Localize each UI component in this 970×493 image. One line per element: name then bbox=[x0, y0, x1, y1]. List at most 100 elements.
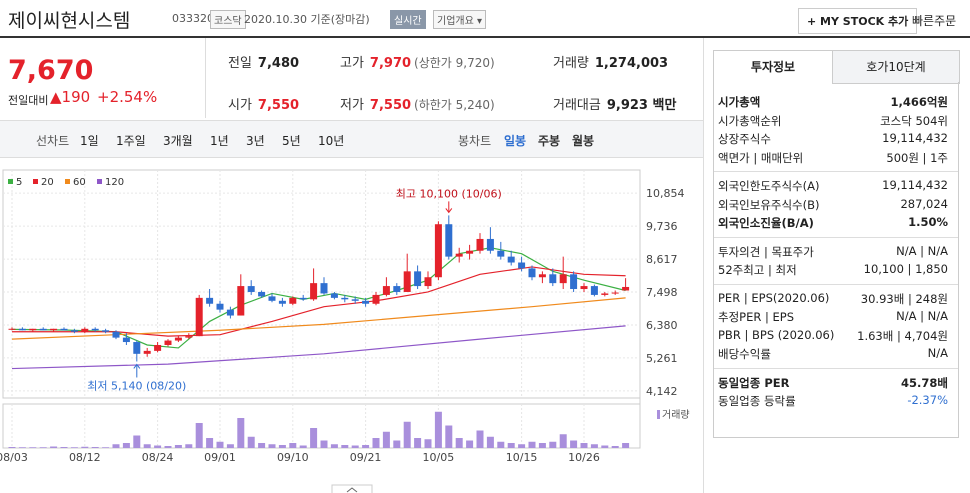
info-row: 동일업종 등락률 -2.37% bbox=[718, 393, 948, 410]
candle-body bbox=[424, 277, 432, 287]
quote-value: 7,550 bbox=[257, 98, 300, 113]
volume-bar bbox=[289, 443, 297, 448]
candle-period-button[interactable]: 일봉 bbox=[504, 134, 527, 148]
quote-label: 저가 bbox=[340, 98, 364, 113]
volume-bar bbox=[570, 440, 578, 448]
candle-chart-label: 봉차트 bbox=[458, 134, 492, 148]
volume-bar bbox=[18, 447, 26, 448]
candle-body bbox=[362, 300, 370, 304]
volume-bar bbox=[174, 445, 182, 448]
info-value: 287,024 bbox=[900, 196, 948, 211]
annotation: 최저 5,140 (08/20) bbox=[87, 379, 186, 392]
period-button[interactable]: 3년 bbox=[246, 134, 265, 148]
volume-bar bbox=[372, 438, 380, 448]
volume-bar bbox=[258, 443, 266, 448]
quote-cell: 전일 7,480 bbox=[228, 52, 299, 71]
quote-cell: 고가 7,970 (상한가 9,720) bbox=[340, 52, 495, 71]
candle-body bbox=[278, 300, 286, 304]
volume-bar bbox=[466, 440, 474, 448]
volume-bar bbox=[403, 421, 411, 448]
volume-bar bbox=[476, 430, 484, 448]
info-row: 외국인소진율(B/A) 1.50% bbox=[718, 215, 948, 232]
candle-body bbox=[455, 253, 463, 257]
quote-value: 9,923 백만 bbox=[606, 98, 677, 113]
candle-period-button[interactable]: 월봉 bbox=[572, 134, 595, 148]
candle-period-button[interactable]: 주봉 bbox=[538, 134, 561, 148]
volume-bar bbox=[414, 438, 422, 448]
volume-bar bbox=[206, 438, 214, 448]
company-button[interactable]: 기업개요 ▾ bbox=[433, 10, 486, 29]
period-button[interactable]: 1년 bbox=[210, 134, 229, 148]
candle-body bbox=[143, 350, 151, 354]
volume-bar bbox=[39, 447, 47, 448]
info-row: 외국인보유주식수(B) 287,024 bbox=[718, 197, 948, 214]
info-label: 동일업종 PER bbox=[718, 375, 790, 390]
candle-body bbox=[393, 286, 401, 292]
quote-label: 거래량 bbox=[553, 56, 589, 71]
stock-code: 033320 bbox=[172, 12, 214, 25]
volume-bar bbox=[549, 441, 557, 448]
candle-body bbox=[497, 250, 505, 257]
quote-cell: 거래량 1,274,003 bbox=[553, 52, 668, 71]
volume-bar bbox=[195, 423, 203, 448]
line-chart-label: 선차트 bbox=[36, 134, 70, 148]
info-tab[interactable]: 투자정보 bbox=[713, 50, 833, 83]
volume-bar bbox=[278, 445, 286, 448]
candle-body bbox=[206, 297, 214, 304]
period-button[interactable]: 10년 bbox=[318, 134, 345, 148]
volume-bar bbox=[320, 440, 328, 448]
candle-body bbox=[70, 330, 78, 332]
period-button[interactable]: 1주일 bbox=[116, 134, 146, 148]
info-row: PBR | BPS (2020.06) 1.63배 | 4,704원 bbox=[718, 328, 948, 345]
volume-bar bbox=[154, 445, 162, 448]
volume-bar bbox=[91, 447, 99, 448]
candle-body bbox=[268, 296, 276, 301]
annotation-head bbox=[445, 208, 453, 214]
info-label: 외국인보유주식수(B) bbox=[718, 197, 820, 212]
period-button[interactable]: 5년 bbox=[282, 134, 301, 148]
quick-order[interactable]: 빠른주문 bbox=[912, 14, 957, 28]
candle-body bbox=[50, 328, 58, 331]
candle-body bbox=[133, 342, 141, 354]
period-button[interactable]: 3개월 bbox=[163, 134, 193, 148]
divider bbox=[703, 38, 704, 493]
y-tick-label: 9,736 bbox=[646, 220, 678, 233]
volume-bar bbox=[247, 436, 255, 448]
info-tab[interactable]: 호가10단계 bbox=[832, 50, 960, 84]
chart: 4,142 5,261 6,380 7,498 8,617 9,736 10,854 08/0… bbox=[0, 169, 690, 493]
realtime-button[interactable]: 실시간 bbox=[390, 10, 426, 29]
x-tick-label: 10/26 bbox=[568, 451, 600, 464]
quote-value: 7,480 bbox=[257, 56, 300, 71]
candle-body bbox=[590, 286, 598, 295]
mystock-button[interactable]: + MY STOCK 추가 bbox=[798, 8, 918, 34]
candle-body bbox=[164, 340, 172, 345]
info-row: 상장주식수 19,114,432 bbox=[718, 131, 948, 148]
volume-bar bbox=[434, 411, 442, 448]
candle-body bbox=[8, 328, 16, 330]
candle-body bbox=[310, 283, 318, 300]
volume-bar bbox=[528, 441, 536, 448]
legend-label: 120 bbox=[105, 177, 124, 188]
info-value: -2.37% bbox=[907, 393, 948, 407]
volume-bar bbox=[112, 444, 120, 448]
candle-body bbox=[247, 286, 255, 292]
info-value: 1.63배 | 4,704원 bbox=[857, 328, 948, 343]
x-tick-label: 09/21 bbox=[350, 451, 382, 464]
info-value: N/A bbox=[927, 346, 948, 360]
info-label: PBR | BPS (2020.06) bbox=[718, 327, 835, 342]
volume-bar bbox=[424, 439, 432, 448]
info-row: 동일업종 PER 45.78배 bbox=[718, 375, 948, 392]
candle-body bbox=[528, 268, 536, 278]
y-tick-label: 8,617 bbox=[646, 253, 678, 266]
ma-line bbox=[12, 266, 626, 337]
volume-bar bbox=[102, 447, 110, 448]
volume-bar bbox=[60, 447, 68, 448]
x-tick-label: 09/01 bbox=[204, 451, 236, 464]
volume-bar bbox=[455, 438, 463, 448]
x-tick-label: 08/24 bbox=[142, 451, 174, 464]
legend-label: 5 bbox=[16, 177, 22, 188]
period-button[interactable]: 1일 bbox=[80, 134, 99, 148]
y-tick-label: 4,142 bbox=[646, 385, 678, 398]
candle-body bbox=[611, 292, 619, 294]
divider bbox=[205, 38, 206, 118]
